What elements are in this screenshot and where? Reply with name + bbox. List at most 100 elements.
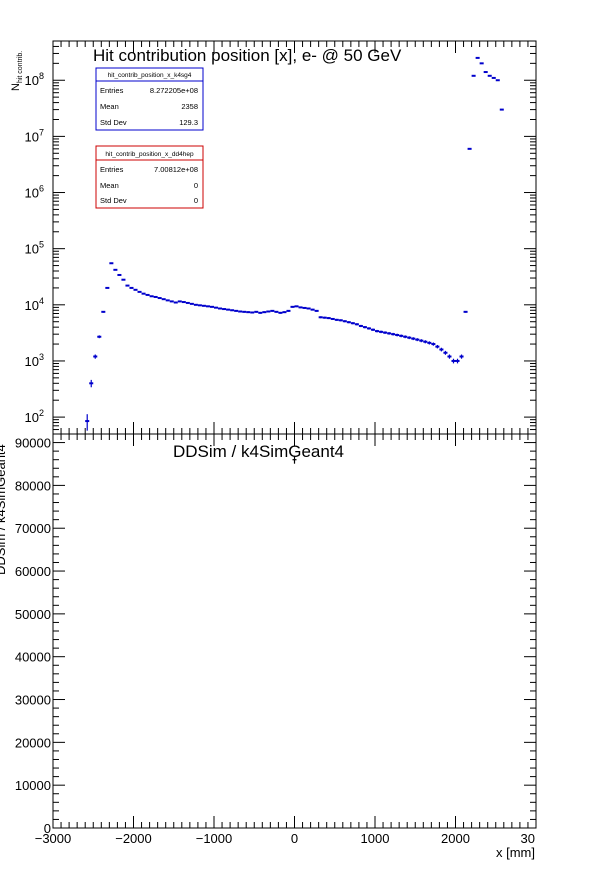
k4sg4-data-point — [455, 358, 460, 364]
ratio-y-axis-tick-labels: 0 10000 20000 30000 40000 50000 60000 70000 8000… — [15, 436, 51, 836]
x-axis-label: x [mm] — [496, 845, 535, 860]
stats-box-k4sg4-frame — [95, 67, 204, 131]
k4sg4-data-point — [447, 354, 452, 359]
k4sg4-data-point — [133, 288, 138, 291]
ratio-y-tick-label: 70000 — [15, 521, 51, 536]
ratio-y-tick-label: 60000 — [15, 564, 51, 579]
ratio-y-tick-label: 10000 — [15, 778, 51, 793]
k4sg4-data-point — [294, 305, 299, 308]
k4sg4-data-point — [370, 328, 375, 331]
top-y-tick-label: 103 — [25, 352, 44, 369]
k4sg4-data-point — [443, 350, 448, 355]
top-y-tick-label-base: 10 — [25, 410, 39, 425]
k4sg4-data-point — [431, 342, 436, 346]
k4sg4-data-point — [282, 311, 287, 314]
top-y-tick-label-base: 10 — [25, 298, 39, 313]
k4sg4-data-point — [342, 320, 347, 323]
top-y-tick-label-base: 10 — [25, 73, 39, 88]
k4sg4-data-point — [366, 327, 371, 330]
k4sg4-data-point — [419, 339, 424, 343]
top-y-axis-label: Nhit contrib. — [10, 51, 24, 91]
top-y-tick-label-exponent: 2 — [39, 408, 44, 418]
ratio-y-tick-label: 40000 — [15, 650, 51, 665]
k4sg4-data-point — [246, 311, 251, 314]
k4sg4-data-point — [306, 307, 311, 310]
stats-box-dd4hep-stddev-label: Std Dev — [100, 196, 127, 205]
k4sg4-data-point — [230, 309, 235, 312]
top-y-tick-label-exponent: 8 — [39, 71, 44, 81]
k4sg4-data-point — [266, 310, 271, 313]
k4sg4-data-point — [270, 309, 275, 312]
top-y-tick-label: 104 — [25, 296, 44, 313]
x-axis-ticks — [52, 434, 537, 828]
k4sg4-data-point — [234, 309, 239, 312]
ratio-y-tick-label: 0 — [44, 821, 51, 836]
k4sg4-data-point — [310, 308, 315, 311]
k4sg4-data-point — [358, 324, 363, 328]
k4sg4-data-point — [286, 309, 291, 312]
k4sg4-data-point — [274, 310, 279, 313]
k4sg4-data-point — [395, 333, 400, 337]
top-y-tick-label: 108 — [25, 71, 44, 88]
x-tick-label: 0 — [291, 831, 298, 846]
k4sg4-data-point — [209, 305, 214, 308]
k4sg4-data-point — [149, 295, 154, 298]
k4sg4-data-point — [415, 338, 420, 342]
x-tick-label: −2000 — [115, 831, 152, 846]
ratio-y-tick-label: 50000 — [15, 607, 51, 622]
stats-box-dd4hep-frame — [95, 145, 204, 209]
x-tick-label: 2000 — [441, 831, 470, 846]
k4sg4-data-point — [153, 295, 158, 298]
k4sg4-data-point — [399, 334, 404, 338]
stats-box-dd4hep-mean-label: Mean — [100, 181, 119, 190]
x-tick-label: −3000 — [35, 831, 72, 846]
k4sg4-data-point — [326, 317, 331, 320]
k4sg4-data-point — [302, 306, 307, 309]
k4sg4-data-point — [383, 331, 388, 334]
top-y-tick-label-exponent: 5 — [39, 240, 44, 250]
k4sg4-data-point — [165, 299, 170, 302]
k4sg4-data-point — [350, 322, 355, 325]
k4sg4-data-point — [278, 311, 283, 314]
k4sg4-data-point — [169, 300, 174, 303]
k4sg4-data-point — [157, 297, 162, 300]
k4sg4-data-point — [354, 323, 359, 326]
k4sg4-data-point — [451, 358, 456, 364]
k4sg4-data-point — [411, 337, 416, 341]
k4sg4-data-point — [129, 286, 134, 289]
top-y-axis-ticks — [53, 40, 536, 435]
x-tick-label: 30 — [521, 831, 535, 846]
top-y-tick-label-base: 10 — [25, 242, 39, 257]
stats-box-k4sg4-entries-value: 8.272205e+08 — [150, 86, 198, 95]
k4sg4-data-point — [201, 304, 206, 307]
k4sg4-data-point — [298, 306, 303, 309]
k4sg4-data-point — [218, 307, 223, 310]
ratio-y-tick-label: 30000 — [15, 693, 51, 708]
k4sg4-data-point — [391, 332, 396, 336]
k4sg4-data-point — [222, 308, 227, 311]
k4sg4-data-point — [403, 335, 408, 339]
k4sg4-data-point — [226, 308, 231, 311]
top-y-tick-label-exponent: 3 — [39, 352, 44, 362]
top-y-tick-label: 105 — [25, 240, 44, 257]
k4sg4-data-point — [338, 319, 343, 322]
stats-box-dd4hep-title: hit_contrib_position_x_dd4hep — [105, 151, 194, 158]
k4sg4-data-point — [362, 326, 367, 329]
ratio-y-axis-ticks — [53, 433, 536, 829]
k4sg4-data-point — [189, 302, 194, 305]
k4sg4-data-point — [238, 310, 243, 313]
top-y-tick-label: 102 — [25, 408, 44, 425]
top-y-tick-label: 107 — [25, 127, 44, 144]
top-panel-title: Hit contribution position [x], e- @ 50 G… — [93, 46, 402, 65]
k4sg4-data-point — [101, 310, 106, 313]
top-y-tick-label-exponent: 7 — [39, 127, 44, 137]
k4sg4-data-point — [250, 311, 255, 314]
ratio-y-tick-label: 20000 — [15, 735, 51, 750]
stats-box-dd4hep-entries-value: 7.00812e+08 — [154, 165, 198, 174]
ratio-y-tick-label: 90000 — [15, 436, 51, 451]
stats-box-dd4hep-mean-value: 0 — [194, 181, 198, 190]
top-y-tick-label-exponent: 6 — [39, 184, 44, 194]
top-y-tick-label-base: 10 — [25, 186, 39, 201]
top-y-tick-label-base: 10 — [25, 129, 39, 144]
